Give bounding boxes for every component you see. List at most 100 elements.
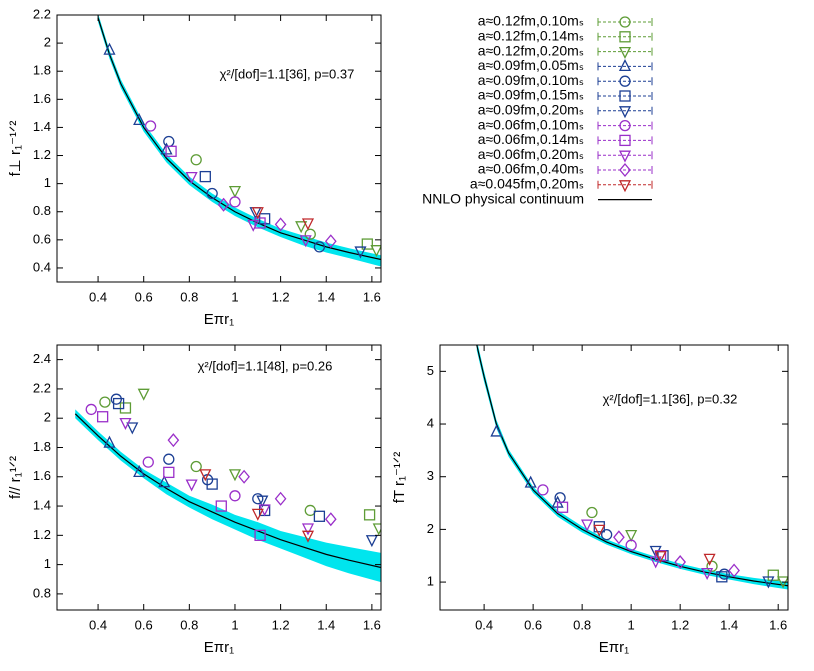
marker: [301, 530, 315, 543]
marker: [103, 435, 116, 448]
marker: [137, 388, 150, 401]
y-tick-label: 1.6: [33, 468, 51, 483]
legend-marker: [619, 90, 631, 102]
marker: [490, 424, 503, 437]
x-tick-label: 0.4: [89, 617, 107, 632]
marker: [158, 475, 171, 488]
marker: [228, 186, 242, 199]
y-tick-label: 2.2: [33, 380, 51, 395]
marker: [363, 509, 376, 521]
panel: 0.4 0.6 0.8 1 1.2 1.4 1.6 1 2 3 4 5 Eπr₁ fT r₁⁻¹ᐟ² χ²/…: [391, 344, 789, 656]
marker: [324, 234, 337, 249]
marker: [254, 529, 266, 541]
marker: [580, 519, 594, 532]
marker: [625, 539, 637, 551]
y-axis-label: f// r₁¹ᐟ²: [7, 456, 24, 499]
legend-marker: [619, 75, 631, 87]
marker: [304, 228, 316, 240]
marker: [361, 238, 373, 250]
marker: [625, 530, 638, 543]
x-tick-label: 0.6: [135, 617, 153, 632]
x-tick-label: 1: [628, 617, 635, 632]
y-tick-label: 2.2: [33, 6, 51, 21]
marker: [229, 196, 241, 208]
marker: [600, 529, 613, 541]
legend-marker: [619, 119, 631, 132]
y-axis-label: fT r₁⁻¹ᐟ²: [391, 452, 408, 504]
x-axis-label: Eπr₁: [599, 639, 629, 656]
marker: [706, 560, 718, 572]
legend-label: a≈0.09fm,0.05mₛ: [478, 57, 584, 73]
legend-marker: [619, 16, 631, 28]
marker: [718, 568, 730, 580]
marker: [206, 187, 218, 200]
marker: [96, 411, 109, 423]
marker: [252, 493, 264, 505]
marker: [649, 556, 662, 569]
y-tick-label: 1.8: [33, 439, 51, 454]
plot-area: [476, 345, 788, 590]
x-axis-label: Eπr₁: [204, 311, 234, 328]
marker: [537, 484, 549, 496]
y-tick-label: 1: [44, 175, 51, 190]
legend-label: a≈0.06fm,0.40mₛ: [478, 161, 584, 177]
marker: [301, 523, 315, 536]
y-axis-label: f⊥ r₁⁻¹ᐟ²: [7, 121, 24, 177]
x-tick-label: 1.6: [363, 617, 381, 632]
x-tick-label: 0.4: [475, 617, 493, 632]
marker: [247, 219, 260, 232]
x-tick-label: 0.8: [180, 289, 198, 304]
marker: [295, 221, 308, 234]
legend-label: a≈0.12fm,0.14mₛ: [478, 28, 584, 44]
marker: [301, 218, 315, 231]
plot-area: [97, 15, 381, 267]
marker: [251, 207, 264, 220]
fit-line: [74, 413, 381, 569]
x-tick-label: 0.8: [573, 617, 591, 632]
legend-label: a≈0.09fm,0.10mₛ: [478, 72, 584, 88]
y-tick-label: 0.8: [33, 203, 51, 218]
marker: [163, 453, 175, 465]
y-tick-label: 5: [427, 363, 434, 378]
marker: [593, 521, 605, 533]
x-tick-label: 0.6: [524, 617, 542, 632]
y-tick-label: 1: [44, 556, 51, 571]
legend-label: a≈0.09fm,0.15mₛ: [478, 87, 584, 103]
marker: [703, 553, 716, 566]
annotation: χ²/[dof]=1.1[36], p=0.32: [603, 391, 738, 406]
marker: [206, 478, 218, 490]
annotation: χ²/[dof]=1.1[36], p=0.37: [220, 66, 355, 81]
error-band: [75, 409, 381, 583]
marker: [728, 563, 740, 578]
marker: [767, 569, 779, 581]
marker: [372, 523, 381, 536]
legend-label: a≈0.09fm,0.20mₛ: [478, 102, 584, 118]
y-tick-label: 2.4: [33, 351, 51, 366]
marker: [370, 245, 381, 258]
y-tick-label: 1.2: [33, 527, 51, 542]
marker: [167, 433, 180, 448]
marker: [103, 42, 116, 55]
marker: [163, 466, 175, 479]
legend-marker: [618, 58, 632, 72]
plot-frame: [56, 14, 382, 283]
marker: [254, 217, 266, 229]
y-tick-label: 4: [427, 415, 434, 430]
y-tick-label: 1.8: [33, 63, 51, 78]
y-tick-label: 2: [44, 35, 51, 50]
plot-frame: [56, 344, 382, 611]
marker: [586, 506, 598, 519]
panel: 0.4 0.6 0.8 1 1.2 1.4 1.6 0.8 1 1.2 1.4 1.6 1.8 2 2.2 2…: [7, 344, 382, 656]
plot-area: [74, 388, 381, 583]
marker: [313, 510, 326, 522]
y-tick-label: 2: [44, 410, 51, 425]
legend-label: a≈0.06fm,0.20mₛ: [478, 146, 584, 162]
marker: [654, 551, 667, 564]
marker: [762, 576, 775, 589]
x-tick-label: 1.6: [363, 289, 381, 304]
marker: [190, 154, 202, 166]
x-tick-label: 1.6: [769, 617, 787, 632]
legend-marker: [619, 162, 631, 178]
marker: [112, 397, 125, 410]
